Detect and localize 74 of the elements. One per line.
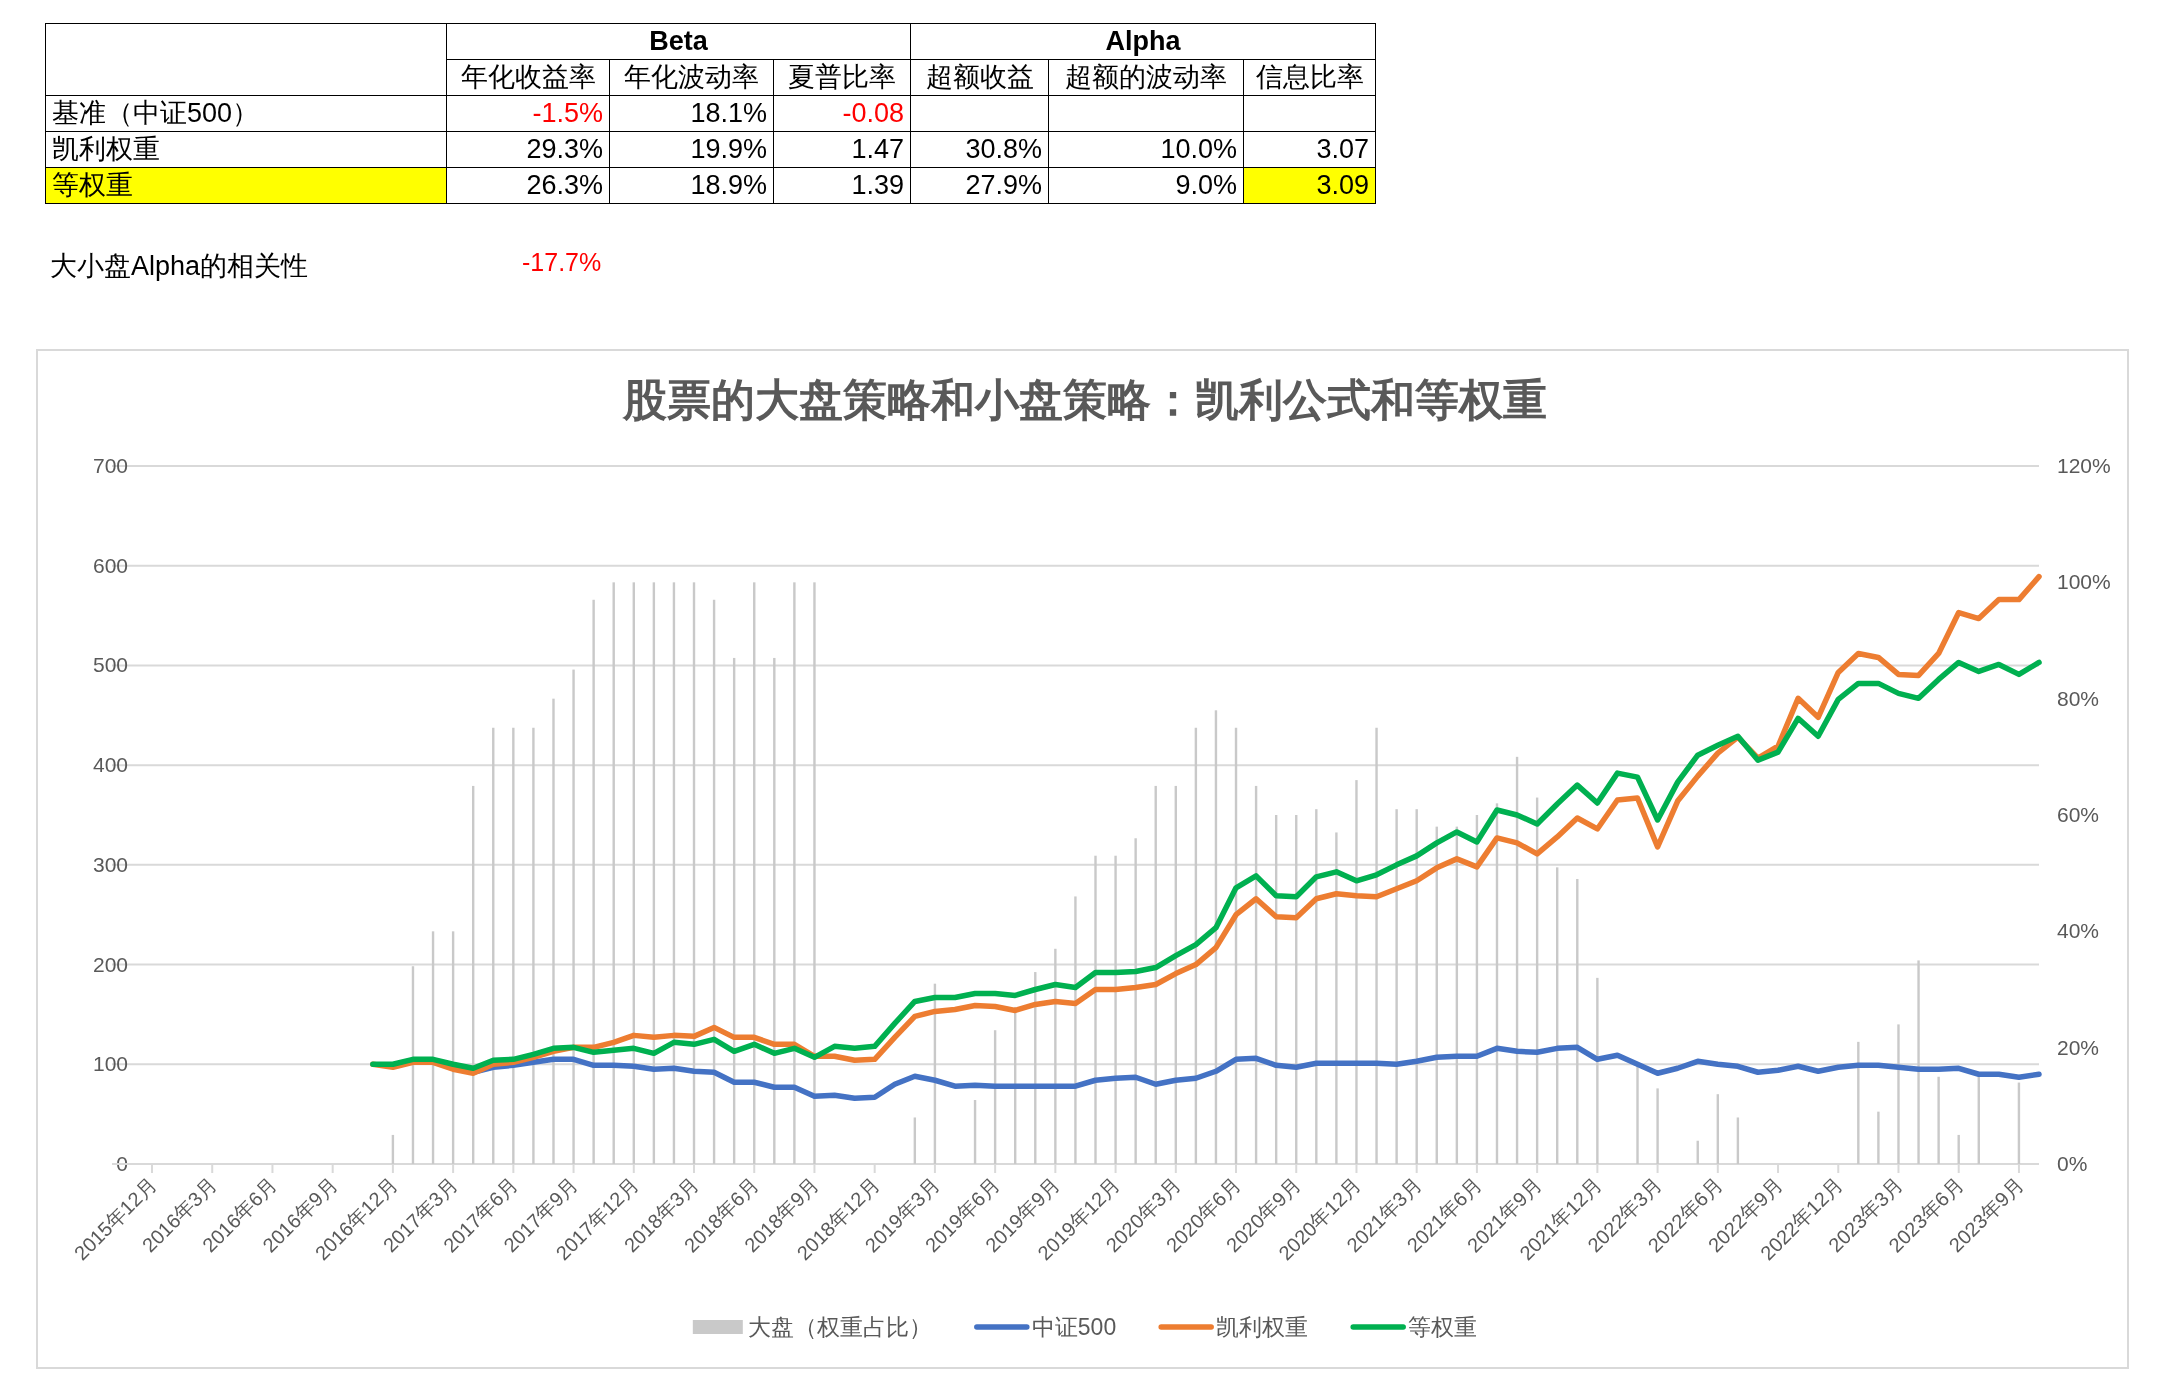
bar — [793, 582, 796, 1164]
y-tick-label: 600 — [92, 553, 128, 577]
text: 凯利权重 — [45, 131, 447, 168]
text: 19.9% — [609, 131, 774, 168]
bar — [773, 657, 776, 1164]
text: 信息比率 — [1243, 59, 1376, 96]
text: 9.0% — [1048, 167, 1244, 204]
legend-label: 大盘（权重占比） — [747, 1314, 932, 1340]
legend-label: 凯利权重 — [1216, 1314, 1309, 1340]
text: 超额的波动率 — [1048, 59, 1244, 96]
text: 年化收益率 — [446, 59, 610, 96]
text: 10.0% — [1048, 131, 1244, 168]
y-tick-label: 300 — [92, 852, 128, 876]
bar — [813, 582, 816, 1164]
bar — [1937, 1076, 1940, 1164]
bar — [592, 599, 595, 1164]
text: -1.5% — [446, 95, 610, 132]
bar — [512, 727, 515, 1164]
bar — [572, 669, 575, 1164]
legend-label: 等权重 — [1408, 1314, 1478, 1340]
y-tick-label: 500 — [92, 653, 128, 677]
bar — [532, 727, 535, 1164]
bar — [1355, 780, 1358, 1164]
text: 夏普比率 — [773, 59, 911, 96]
text: -0.08 — [773, 95, 911, 132]
text: 1.39 — [773, 167, 911, 204]
text: -17.7% — [522, 248, 602, 277]
bar — [1897, 1024, 1900, 1164]
bar — [1074, 896, 1077, 1164]
y2-tick-label: 100% — [2057, 570, 2111, 594]
text: 30.8% — [910, 131, 1049, 168]
bar — [1335, 832, 1338, 1164]
text: 26.3% — [446, 167, 610, 204]
bar — [1636, 1065, 1639, 1164]
bar — [1857, 1041, 1860, 1164]
bar — [1054, 948, 1057, 1164]
legend-label: 中证500 — [1031, 1314, 1117, 1340]
text: 29.3% — [446, 131, 610, 168]
text: 等权重 — [45, 167, 447, 204]
y-tick-label: 100 — [92, 1052, 128, 1076]
bar — [1094, 855, 1097, 1164]
text: Beta — [446, 23, 911, 60]
bar — [1395, 809, 1398, 1164]
text: 3.07 — [1243, 131, 1376, 168]
chart-title: 股票的大盘策略和小盘策略：凯利公式和等权重 — [622, 375, 1547, 424]
y-tick-label: 200 — [92, 952, 128, 976]
y-tick-label: 700 — [92, 454, 128, 477]
text: 基准（中证500） — [45, 95, 447, 132]
text: 3.09 — [1243, 167, 1376, 204]
y-tick-label: 400 — [92, 753, 128, 777]
y2-tick-label: 60% — [2057, 803, 2100, 826]
text: 1.47 — [773, 131, 911, 168]
text: 18.1% — [609, 95, 774, 132]
text: 大小盘Alpha的相关性 — [50, 250, 309, 283]
bar — [1917, 960, 1920, 1164]
y2-tick-label: 0% — [2057, 1152, 2088, 1175]
bar — [1375, 727, 1378, 1164]
text: Alpha — [910, 23, 1376, 60]
bar — [552, 698, 555, 1164]
bar — [1114, 855, 1117, 1164]
y2-tick-label: 40% — [2057, 919, 2100, 943]
bar — [1315, 809, 1318, 1164]
y2-tick-label: 120% — [2057, 454, 2111, 477]
bar — [1656, 1088, 1659, 1164]
bar — [1415, 809, 1418, 1164]
bar — [1596, 977, 1599, 1164]
text: 18.9% — [609, 167, 774, 204]
text: 27.9% — [910, 167, 1049, 204]
bar — [1877, 1111, 1880, 1164]
bar — [1134, 838, 1137, 1164]
text: 超额收益 — [910, 59, 1049, 96]
y2-tick-label: 20% — [2057, 1035, 2100, 1059]
text: 年化波动率 — [609, 59, 774, 96]
y2-tick-label: 80% — [2057, 686, 2100, 710]
